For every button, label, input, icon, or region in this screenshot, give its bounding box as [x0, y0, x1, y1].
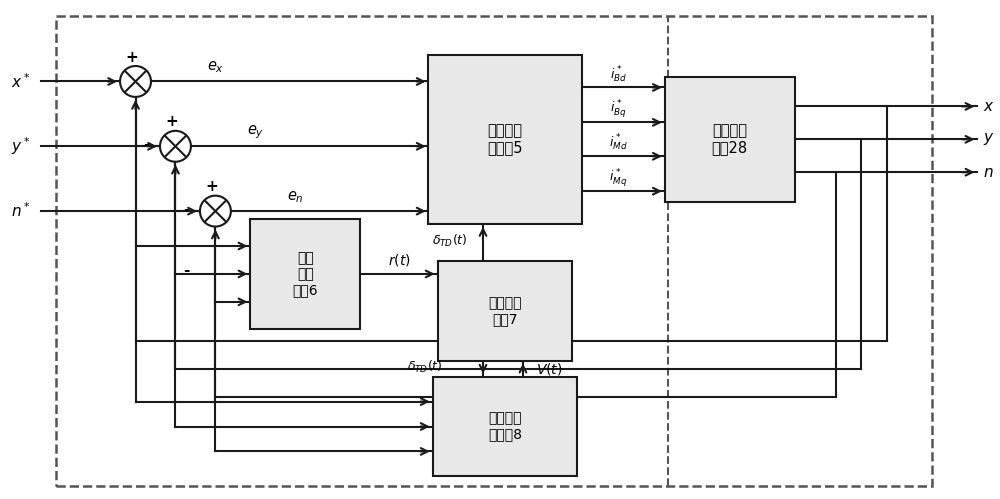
Text: $i_{Bd}^*$: $i_{Bd}^*$: [610, 64, 627, 85]
Text: 复合被控
对象28: 复合被控 对象28: [712, 123, 748, 156]
Text: $i_{Bq}^*$: $i_{Bq}^*$: [610, 98, 627, 120]
Text: 评价器神
经网络8: 评价器神 经网络8: [488, 411, 522, 442]
Text: $r(t)$: $r(t)$: [388, 252, 410, 268]
Text: -: -: [183, 202, 189, 217]
Text: +: +: [125, 49, 138, 64]
Text: $i_{Md}^*$: $i_{Md}^*$: [609, 133, 628, 153]
FancyBboxPatch shape: [250, 219, 360, 329]
FancyBboxPatch shape: [438, 261, 572, 361]
Text: +: +: [165, 114, 178, 129]
Text: $V(t)$: $V(t)$: [536, 361, 562, 377]
Text: $\delta_{TD}(t)$: $\delta_{TD}(t)$: [432, 233, 468, 249]
FancyBboxPatch shape: [433, 377, 577, 477]
Text: $n$: $n$: [983, 165, 994, 180]
Text: 执行器神
经网络5: 执行器神 经网络5: [487, 123, 523, 156]
Text: -: -: [143, 137, 149, 152]
Text: $y$: $y$: [983, 131, 995, 147]
Text: $i_{Mq}^*$: $i_{Mq}^*$: [609, 167, 628, 189]
Text: +: +: [205, 179, 218, 194]
FancyBboxPatch shape: [428, 54, 582, 224]
Text: 强化
信号
模块6: 强化 信号 模块6: [292, 250, 318, 297]
Text: $\delta_{TD}(t)$: $\delta_{TD}(t)$: [407, 359, 443, 375]
Text: $x^*$: $x^*$: [11, 72, 30, 91]
Text: $e_n$: $e_n$: [287, 189, 304, 205]
Text: $n^*$: $n^*$: [11, 202, 30, 221]
Text: $x$: $x$: [983, 99, 995, 114]
Text: -: -: [183, 263, 189, 278]
Text: $e_y$: $e_y$: [247, 124, 264, 141]
Text: $y^*$: $y^*$: [11, 135, 30, 157]
Text: 瞬时差分
模块7: 瞬时差分 模块7: [488, 296, 522, 326]
Bar: [56, 15, 932, 487]
FancyBboxPatch shape: [665, 77, 795, 202]
Text: $e_x$: $e_x$: [207, 60, 224, 75]
